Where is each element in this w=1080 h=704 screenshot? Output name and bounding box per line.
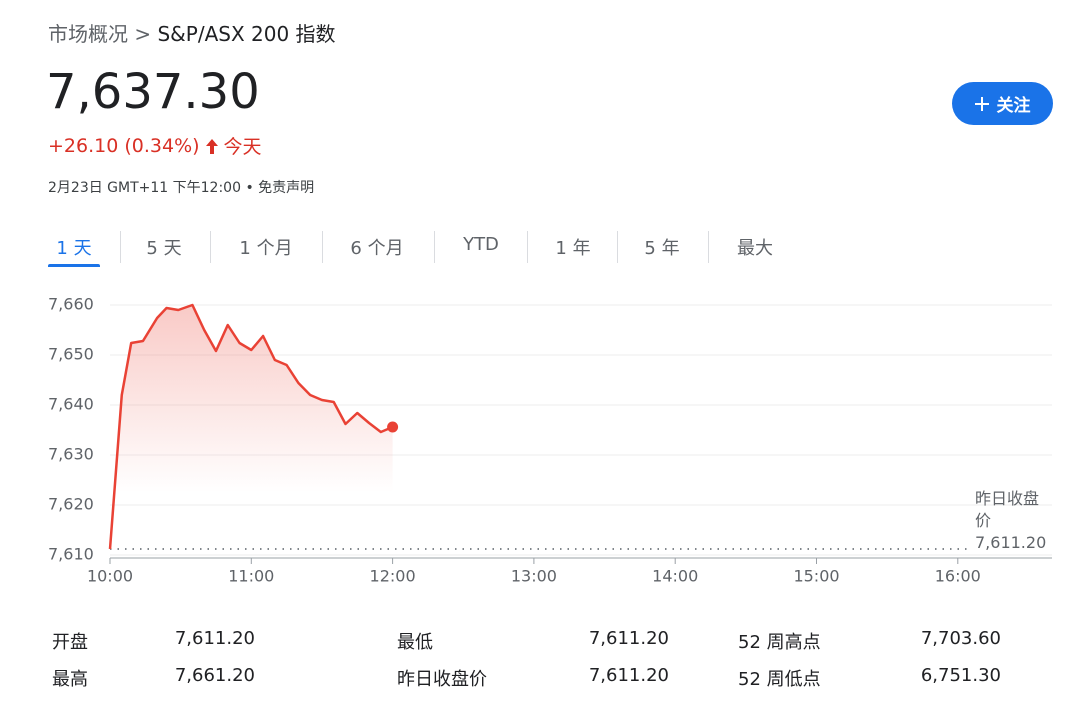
tab-separator [434, 231, 435, 263]
stat-label: 最高 [52, 669, 88, 690]
breadcrumb-separator: > [134, 22, 152, 46]
time: 2月23日 GMT+11 下午12:00 [48, 180, 241, 196]
stat-label: 开盘 [52, 632, 88, 653]
up-arrow [205, 138, 218, 154]
stat-label: 昨日收盘价 [397, 669, 487, 690]
y-tick-label: 7,640 [48, 395, 94, 414]
stat-label: 52 周低点 [738, 669, 821, 690]
tab[interactable]: 1 年 [555, 238, 591, 259]
tab-separator [527, 231, 528, 263]
reference-name: 昨日收盘价 [975, 489, 1040, 530]
tab[interactable]: 6 个月 [350, 238, 404, 259]
reference-value: 7,611.20 [975, 533, 1047, 552]
end-dot [387, 421, 399, 433]
change: +26.10 (0.34%) [48, 134, 200, 157]
tab-separator [617, 231, 618, 263]
separator: • [245, 180, 254, 196]
tab[interactable]: 1 个月 [239, 238, 293, 259]
line [108, 303, 394, 550]
tab[interactable]: 最大 [737, 238, 773, 259]
timestamp: 2月23日 GMT+11 下午12:00 • 免责声明 [48, 177, 314, 197]
stat-label: 52 周高点 [738, 632, 821, 653]
follow-button[interactable]: 关注 [952, 82, 1053, 125]
disclaimer[interactable]: 免责声明 [258, 180, 315, 196]
tab-separator [322, 231, 323, 263]
follow-label: 关注 [996, 96, 1031, 116]
tab-separator [210, 231, 211, 263]
x-tick-label: 10:00 [87, 567, 133, 586]
tab[interactable]: 5 年 [644, 238, 680, 259]
stat-value: 6,751.30 [920, 665, 1001, 686]
tab[interactable]: YTD [463, 234, 499, 255]
tab-separator [120, 231, 121, 263]
x-tick-label: 13:00 [511, 567, 557, 586]
tab-separator [708, 231, 709, 263]
breadcrumb-current: S&P/ASX 200 指数 [157, 22, 336, 46]
area [110, 305, 393, 555]
y-tick-label: 7,630 [48, 445, 94, 464]
change-row: +26.10 (0.34%) 今天 [48, 132, 262, 159]
tab[interactable]: 1 天 [56, 238, 92, 259]
x-tick-label: 14:00 [652, 567, 698, 586]
stat-value: 7,661.20 [174, 665, 255, 686]
x-tick-label: 12:00 [370, 567, 416, 586]
plus-icon [974, 96, 989, 111]
y-tick-label: 7,610 [48, 545, 94, 564]
x-tick-label: 11:00 [228, 567, 274, 586]
stat-value: 7,611.20 [588, 665, 669, 686]
y-tick-label: 7,660 [48, 295, 94, 314]
stat-value: 7,611.20 [174, 628, 255, 649]
x-tick-label: 16:00 [935, 567, 981, 586]
tab[interactable]: 5 天 [146, 238, 182, 259]
stat-label: 最低 [397, 632, 433, 653]
period: 今天 [223, 136, 262, 158]
y-tick-label: 7,620 [48, 495, 94, 514]
x-tick-label: 15:00 [793, 567, 839, 586]
tab-underline [48, 264, 100, 267]
stat-value: 7,703.60 [920, 628, 1001, 649]
breadcrumb-parent[interactable]: 市场概况 [48, 22, 128, 46]
breadcrumb: 市场概况 > S&P/ASX 200 指数 [48, 18, 336, 47]
stat-value: 7,611.20 [588, 628, 669, 649]
price: 7,637.30 [46, 64, 260, 120]
y-tick-label: 7,650 [48, 345, 94, 364]
reference-label: 昨日收盘价 7,611.20 [975, 488, 1047, 554]
